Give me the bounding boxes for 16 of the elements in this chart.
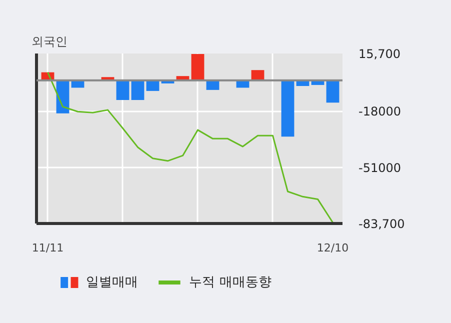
x-tick-label: 11/11	[32, 242, 64, 254]
bar	[116, 80, 130, 100]
y-tick-label: -83,700	[358, 217, 405, 231]
bar	[191, 54, 204, 80]
chart-title: 외국인	[32, 34, 68, 48]
bar	[326, 80, 340, 103]
line-series	[47, 72, 334, 224]
bar	[251, 70, 264, 80]
y-tick-label: -18000	[358, 104, 402, 119]
bar	[131, 80, 144, 100]
x-tick-label: 12/10	[316, 242, 349, 254]
bar	[281, 80, 294, 137]
y-tick-label: 15,700	[358, 47, 400, 61]
legend-label: 일별매매	[86, 275, 138, 290]
y-tick-label: -51000	[358, 161, 402, 176]
legend-label: 누적 매매동향	[189, 275, 272, 290]
